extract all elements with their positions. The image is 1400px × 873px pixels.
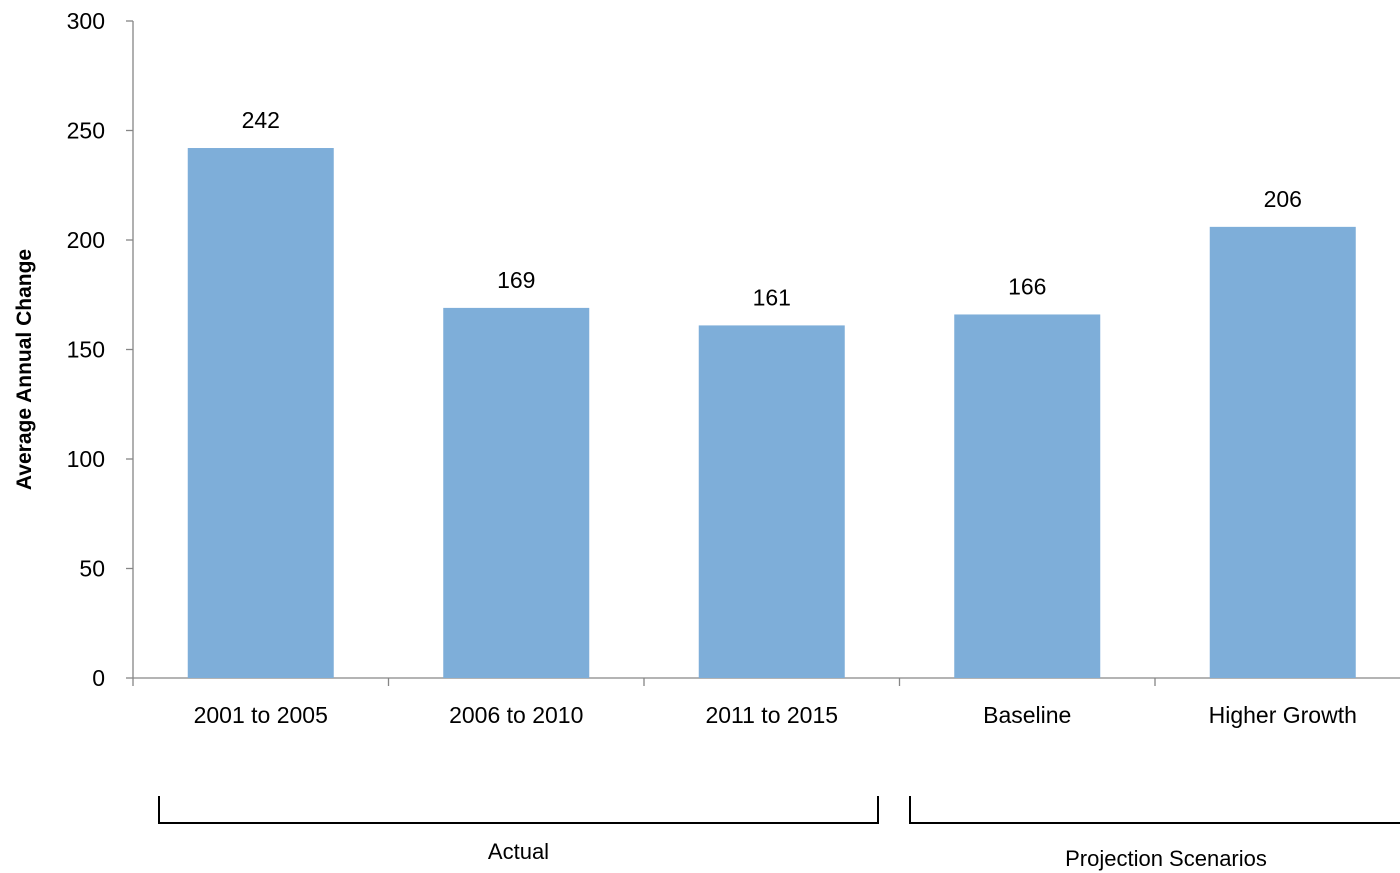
y-tick-label: 300 <box>67 8 105 34</box>
bar-value-label: 161 <box>753 284 791 310</box>
y-tick-label: 150 <box>67 337 105 363</box>
group-label: Actual <box>488 839 549 864</box>
bar <box>443 307 590 678</box>
x-category-label: Baseline <box>983 702 1071 728</box>
x-category-label: 2011 to 2015 <box>705 702 838 728</box>
x-category-label: 2001 to 2005 <box>194 702 328 728</box>
group-bracket <box>909 796 1400 824</box>
bar <box>187 148 334 678</box>
bar-value-label: 166 <box>1008 273 1046 299</box>
y-axis-label: Average Annual Change <box>13 249 36 490</box>
bar <box>954 314 1101 678</box>
group-bracket <box>158 796 879 824</box>
y-tick-label: 250 <box>67 118 105 144</box>
bar-value-label: 169 <box>497 267 535 293</box>
y-tick-label: 200 <box>67 227 105 253</box>
x-axis <box>132 677 1400 686</box>
bars: 242 2001 to 2005 169 2006 to 2010 161 2011 to… <box>187 107 1357 728</box>
group-label: Projection Scenarios <box>1065 846 1267 871</box>
y-axis: Average Annual Change 0 50 100 150 200 250 300 <box>13 8 134 691</box>
y-tick-label: 100 <box>67 446 105 472</box>
y-tick-label: 0 <box>92 665 105 691</box>
x-category-label: 2006 to 2010 <box>449 702 583 728</box>
bar <box>698 325 845 678</box>
bar <box>1209 226 1356 679</box>
bar-value-label: 242 <box>242 107 280 133</box>
y-tick-label: 50 <box>79 556 105 582</box>
category-groups: Actual Projection Scenarios <box>158 796 1400 871</box>
x-category-label: Higher Growth <box>1209 702 1357 728</box>
bar-value-label: 206 <box>1264 186 1302 212</box>
